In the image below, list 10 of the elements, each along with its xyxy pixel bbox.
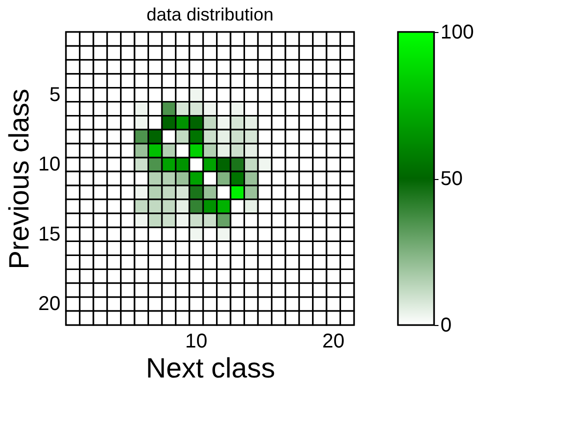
y-tick-label: 20 [38,293,60,316]
y-axis-title: Previous class [3,88,34,270]
color-bar-label: 100 [440,22,474,44]
chart-title: data distribution [146,4,274,24]
y-tick-label: 5 [49,84,60,106]
y-tick-label: 15 [38,223,60,246]
color-bar-label: 0 [440,314,452,336]
y-tick-label: 10 [38,154,60,176]
color-bar-label: 50 [440,168,463,190]
x-axis-title: Next class [146,352,276,384]
